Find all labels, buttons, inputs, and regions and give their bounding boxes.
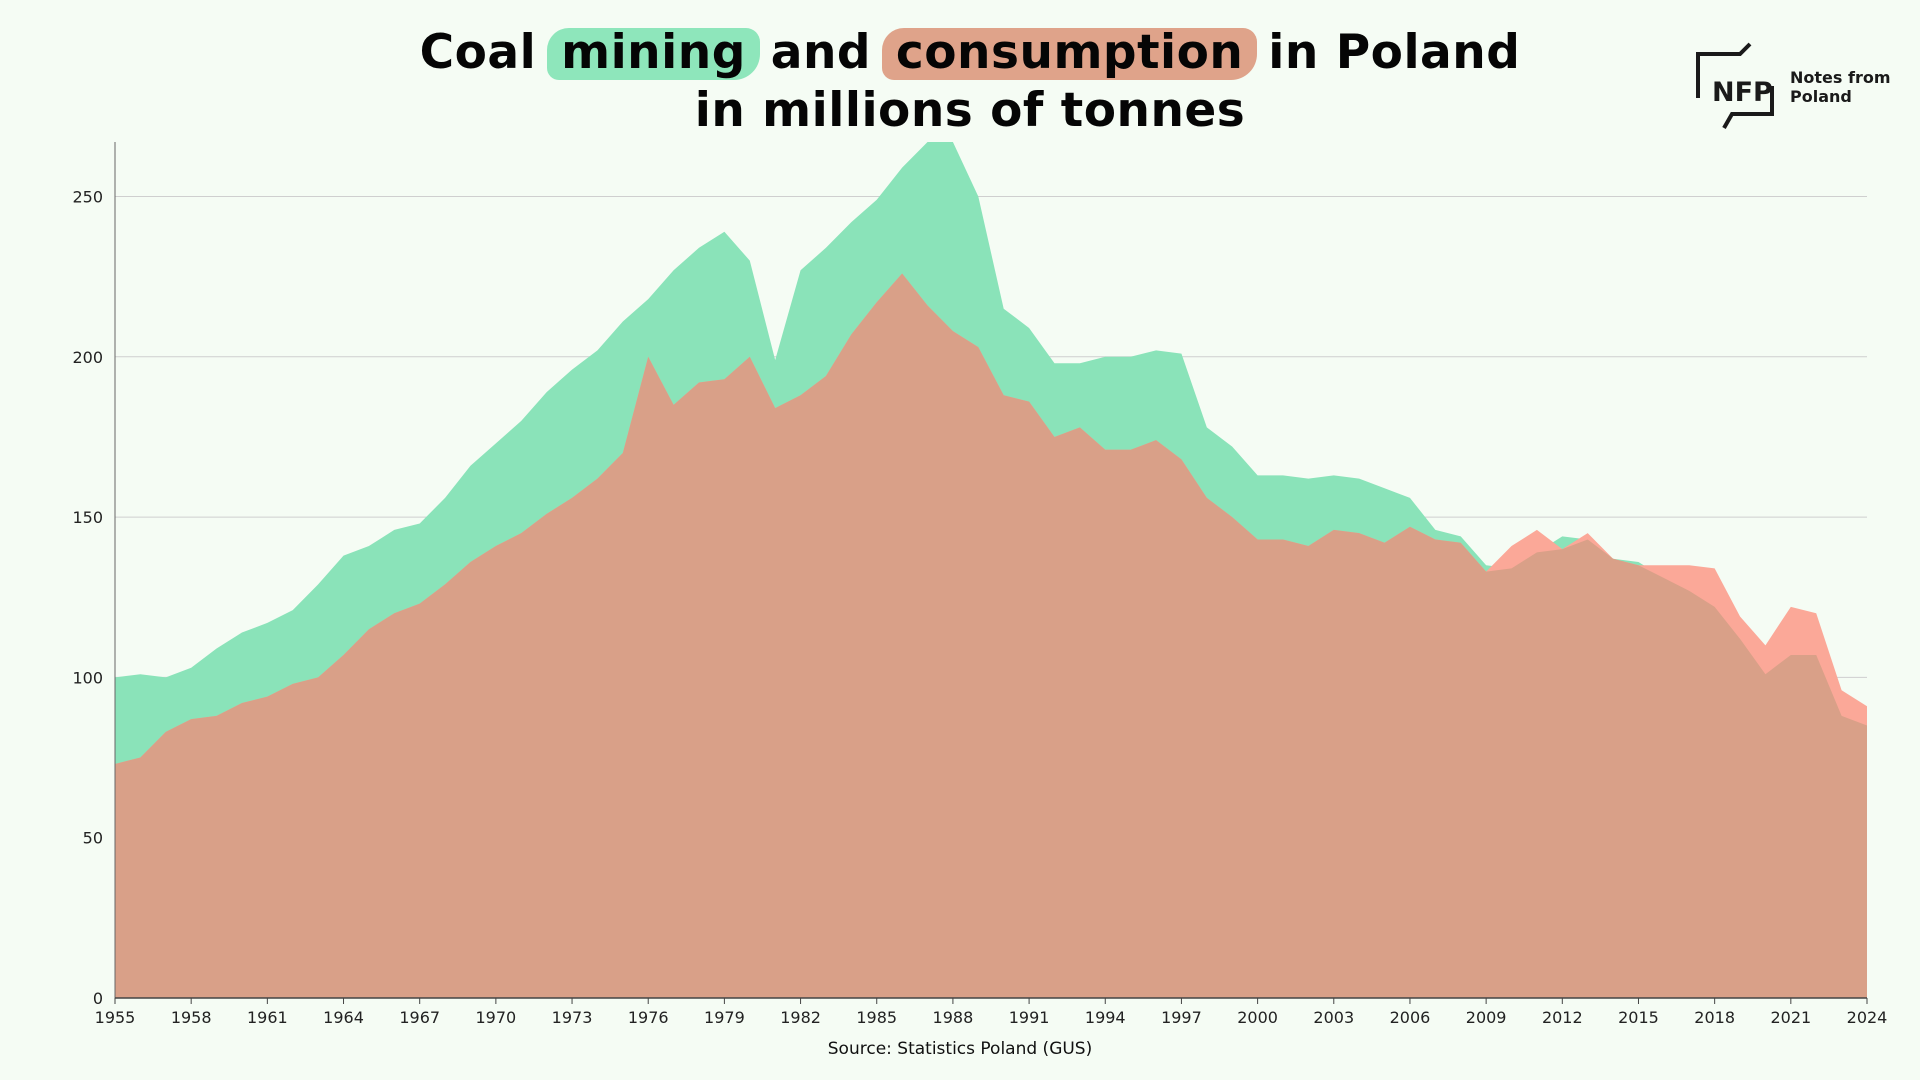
- source-note: Source: Statistics Poland (GUS): [827, 1039, 1093, 1059]
- logo-line-2: Poland: [1790, 87, 1852, 106]
- x-tick-label-2021: 2021: [1770, 1008, 1811, 1027]
- x-tick-label-1997: 1997: [1161, 1008, 1202, 1027]
- title-line-2: in millions of tonnes: [694, 83, 1246, 138]
- x-tick-label-2024: 2024: [1847, 1008, 1888, 1027]
- x-tick-label-1982: 1982: [780, 1008, 821, 1027]
- title-suffix: in Poland: [1251, 25, 1521, 80]
- x-tick-label-1979: 1979: [704, 1008, 745, 1027]
- x-tick-label-1985: 1985: [856, 1008, 897, 1027]
- x-tick-label-1988: 1988: [933, 1008, 974, 1027]
- x-tick-label-2006: 2006: [1390, 1008, 1431, 1027]
- x-tick-label-1964: 1964: [323, 1008, 364, 1027]
- logo-bracket-top: [1696, 42, 1752, 98]
- x-tick-label-2003: 2003: [1313, 1008, 1354, 1027]
- x-tick-label-1961: 1961: [247, 1008, 288, 1027]
- axes: 0 50 100 150 200 250 1955 1958 1961 1964 1967 1970 1…: [72, 142, 1887, 1027]
- y-tick-label-250: 250: [72, 188, 103, 207]
- title-middle: and: [753, 25, 888, 80]
- title-line-1: Coal mining and consumption in Poland: [0, 24, 1920, 82]
- x-tick-label-1970: 1970: [476, 1008, 517, 1027]
- x-tick-label-1967: 1967: [399, 1008, 440, 1027]
- x-tick-label-1955: 1955: [95, 1008, 136, 1027]
- x-tick-label-1973: 1973: [552, 1008, 593, 1027]
- y-tick-label-200: 200: [72, 348, 103, 367]
- logo-mark-text: NFP: [1712, 77, 1773, 108]
- x-tick-label-1958: 1958: [171, 1008, 212, 1027]
- chart-title: Coal mining and consumption in Poland in…: [0, 24, 1920, 140]
- nfp-logo-mark: NFP: [1696, 42, 1774, 129]
- logo-text: Notes from Poland: [1790, 68, 1920, 106]
- data-areas: [115, 142, 1867, 998]
- x-tick-label-2009: 2009: [1466, 1008, 1507, 1027]
- x-tick-label-1976: 1976: [628, 1008, 669, 1027]
- x-tick-label-2018: 2018: [1694, 1008, 1735, 1027]
- logo-line-1: Notes from: [1790, 68, 1891, 87]
- title-prefix: Coal: [419, 25, 554, 80]
- y-tick-label-100: 100: [72, 668, 103, 687]
- y-tick-label-150: 150: [72, 508, 103, 527]
- title-highlight-consumption: consumption: [881, 24, 1257, 82]
- title-highlight-mining: mining: [547, 24, 760, 82]
- x-tick-label-2012: 2012: [1542, 1008, 1583, 1027]
- x-tick-label-1994: 1994: [1085, 1008, 1126, 1027]
- x-tick-label-2015: 2015: [1618, 1008, 1659, 1027]
- x-tick-label-2000: 2000: [1237, 1008, 1278, 1027]
- area-overlap: [115, 273, 1867, 998]
- y-tick-label-50: 50: [83, 829, 103, 848]
- y-tick-label-0: 0: [93, 989, 103, 1008]
- logo-bracket-bottom: [1722, 86, 1774, 129]
- x-tick-label-1991: 1991: [1009, 1008, 1050, 1027]
